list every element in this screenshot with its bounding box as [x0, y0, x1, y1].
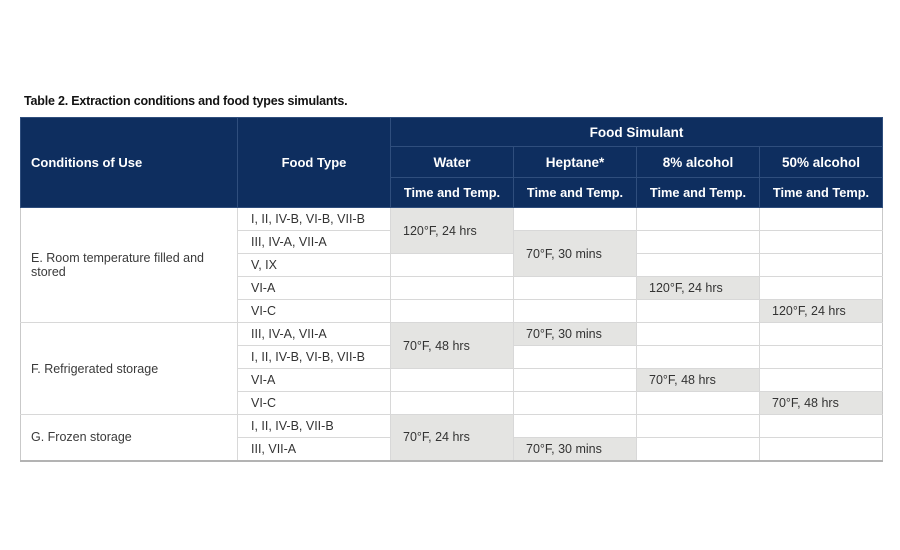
food-type-cell: I, II, IV-B, VII-B — [237, 414, 391, 438]
value-cell: 70°F, 30 mins — [513, 230, 637, 277]
value-cell: 120°F, 24 hrs — [759, 299, 883, 323]
food-type-cell: VI-C — [237, 391, 391, 415]
value-cell: 120°F, 24 hrs — [636, 276, 760, 300]
empty-cell — [513, 391, 637, 415]
food-type-cell: VI-A — [237, 368, 391, 392]
header-time-temp-50-alcohol: Time and Temp. — [759, 177, 883, 208]
header-time-temp-heptane: Time and Temp. — [513, 177, 637, 208]
condition-cell: G. Frozen storage — [20, 414, 238, 461]
empty-cell — [636, 414, 760, 438]
empty-cell — [636, 391, 760, 415]
value-cell: 70°F, 24 hrs — [390, 414, 514, 461]
value-cell: 120°F, 24 hrs — [390, 207, 514, 254]
empty-cell — [636, 299, 760, 323]
food-type-cell: III, VII-A — [237, 437, 391, 461]
value-cell: 70°F, 48 hrs — [390, 322, 514, 369]
food-type-cell: V, IX — [237, 253, 391, 277]
header-food-simulant: Food Simulant — [390, 117, 883, 147]
empty-cell — [390, 299, 514, 323]
empty-cell — [513, 345, 637, 369]
empty-cell — [759, 322, 883, 346]
empty-cell — [636, 230, 760, 254]
empty-cell — [513, 368, 637, 392]
header-simulant-50-alcohol: 50% alcohol — [759, 146, 883, 178]
empty-cell — [759, 368, 883, 392]
empty-cell — [759, 230, 883, 254]
empty-cell — [513, 414, 637, 438]
empty-cell — [636, 322, 760, 346]
empty-cell — [390, 253, 514, 277]
empty-cell — [759, 437, 883, 461]
empty-cell — [636, 253, 760, 277]
empty-cell — [759, 276, 883, 300]
food-type-cell: III, IV-A, VII-A — [237, 230, 391, 254]
condition-cell: F. Refrigerated storage — [20, 322, 238, 415]
condition-cell: E. Room temperature filled and stored — [20, 207, 238, 323]
empty-cell — [636, 207, 760, 231]
value-cell: 70°F, 48 hrs — [636, 368, 760, 392]
empty-cell — [636, 345, 760, 369]
value-cell: 70°F, 48 hrs — [759, 391, 883, 415]
header-simulant-heptane: Heptane* — [513, 146, 637, 178]
food-type-cell: III, IV-A, VII-A — [237, 322, 391, 346]
empty-cell — [390, 391, 514, 415]
header-time-temp-water: Time and Temp. — [390, 177, 514, 208]
empty-cell — [390, 276, 514, 300]
value-cell: 70°F, 30 mins — [513, 322, 637, 346]
header-conditions-of-use: Conditions of Use — [20, 117, 238, 208]
empty-cell — [513, 299, 637, 323]
header-simulant-8-alcohol: 8% alcohol — [636, 146, 760, 178]
empty-cell — [513, 207, 637, 231]
food-type-cell: VI-C — [237, 299, 391, 323]
empty-cell — [513, 276, 637, 300]
value-cell: 70°F, 30 mins — [513, 437, 637, 461]
extraction-conditions-table: Conditions of Use Food Type Food Simulan… — [20, 117, 883, 462]
empty-cell — [636, 437, 760, 461]
empty-cell — [390, 368, 514, 392]
empty-cell — [759, 414, 883, 438]
food-type-cell: I, II, IV-B, VI-B, VII-B — [237, 345, 391, 369]
header-food-type: Food Type — [237, 117, 391, 208]
header-simulant-water: Water — [390, 146, 514, 178]
empty-cell — [759, 207, 883, 231]
header-time-temp-8-alcohol: Time and Temp. — [636, 177, 760, 208]
page-title: Table 2. Extraction conditions and food … — [24, 94, 348, 108]
food-type-cell: I, II, IV-B, VI-B, VII-B — [237, 207, 391, 231]
empty-cell — [759, 345, 883, 369]
food-type-cell: VI-A — [237, 276, 391, 300]
empty-cell — [759, 253, 883, 277]
